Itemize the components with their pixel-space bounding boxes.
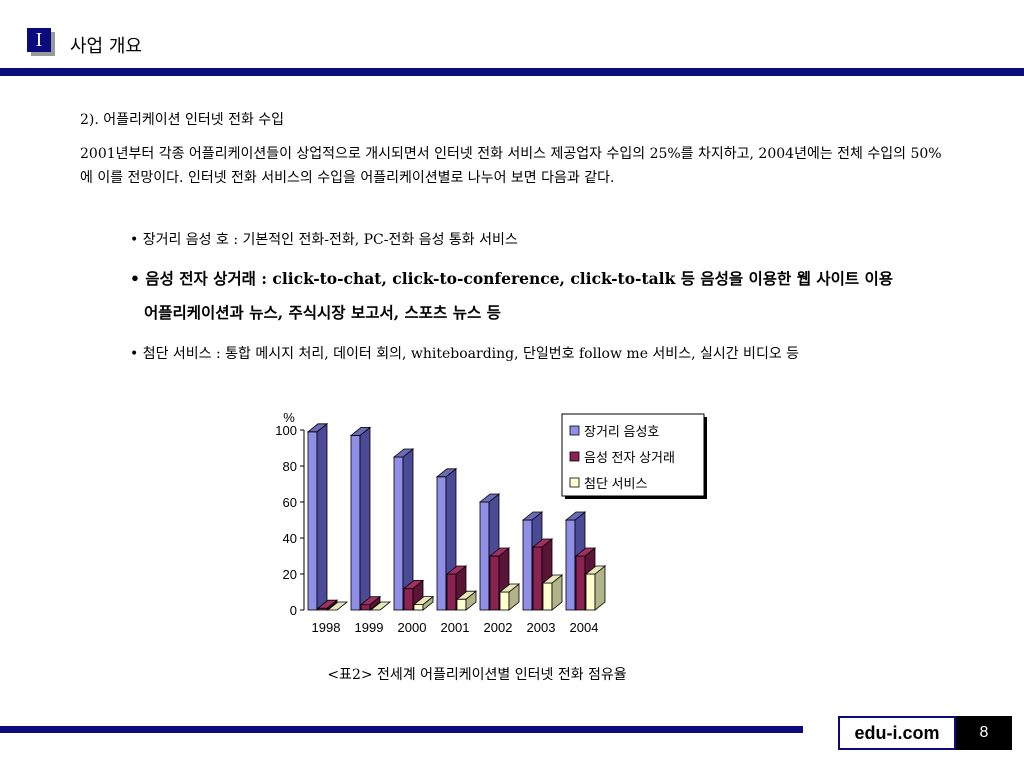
market-share-chart: 0 20 40 60 80 100% 1998 1999 2000 2001 2002 2003 200… bbox=[275, 410, 707, 635]
bar-top-2 bbox=[498, 583, 521, 593]
bullet-long-distance: • 장거리 음성 호 : 기본적인 전화-전화, PC-전화 음성 통화 서비스 bbox=[130, 232, 518, 248]
bar-top-1 bbox=[488, 547, 511, 557]
bar-top-1 bbox=[316, 599, 339, 609]
y-tick-label: 20 bbox=[283, 567, 297, 582]
x-tick-label: 1999 bbox=[355, 620, 384, 635]
bullet-voice-commerce: • 음성 전자 상거래 : click-to-chat, click-to-co… bbox=[130, 262, 950, 330]
x-tick-label: 2001 bbox=[441, 620, 470, 635]
bar-2 bbox=[542, 582, 553, 611]
bar-0 bbox=[565, 519, 576, 611]
bar-top-1 bbox=[574, 547, 597, 557]
bullet-voice-commerce-line2: 어플리케이션과 뉴스, 주식시장 보고서, 스포츠 뉴스 등 bbox=[144, 303, 501, 322]
bar-top-2 bbox=[455, 590, 478, 600]
footer-brand: edu-i.com bbox=[838, 716, 956, 750]
bar-2 bbox=[456, 598, 467, 611]
bar-top-0 bbox=[349, 426, 372, 436]
bar-0 bbox=[307, 431, 318, 611]
page-title: 사업 개요 bbox=[70, 36, 142, 57]
legend-swatch bbox=[569, 477, 580, 488]
bar-2 bbox=[499, 591, 510, 611]
x-tick-label: 2003 bbox=[527, 620, 556, 635]
bar-top-0 bbox=[564, 511, 587, 521]
section-number: I bbox=[27, 28, 51, 52]
chart-caption: <표2> 전세계 어플리케이션별 인터넷 전화 점유율 bbox=[0, 664, 1024, 684]
legend-label: 음성 전자 상거래 bbox=[584, 450, 675, 465]
y-tick-label: 40 bbox=[283, 531, 297, 546]
bar-top-2 bbox=[326, 601, 349, 611]
legend-swatch bbox=[569, 451, 580, 462]
section-badge: I bbox=[27, 28, 55, 56]
bar-top-2 bbox=[412, 596, 435, 606]
bar-0 bbox=[522, 519, 533, 611]
x-tick-label: 2004 bbox=[570, 620, 599, 635]
bar-top-0 bbox=[435, 468, 458, 478]
section-heading: 2). 어플리케이션 인터넷 전화 수입 bbox=[80, 112, 285, 128]
y-tick-label: 60 bbox=[283, 495, 297, 510]
bar-side-0 bbox=[359, 426, 371, 611]
legend bbox=[561, 413, 705, 497]
bar-0 bbox=[393, 456, 404, 611]
bar-top-0 bbox=[392, 448, 415, 458]
bar-top-2 bbox=[369, 601, 392, 611]
bar-top-0 bbox=[478, 493, 501, 503]
bar-0 bbox=[350, 435, 361, 611]
bar-top-2 bbox=[584, 565, 607, 575]
x-tick-label: 2000 bbox=[398, 620, 427, 635]
y-tick-label: 0 bbox=[290, 603, 297, 618]
bar-top-1 bbox=[402, 579, 425, 589]
y-axis-label: % bbox=[283, 410, 295, 425]
bar-top-1 bbox=[359, 596, 382, 606]
legend-swatch bbox=[569, 425, 580, 436]
bar-top-0 bbox=[306, 423, 329, 433]
bar-top-1 bbox=[531, 538, 554, 548]
bullet-voice-commerce-line1: • 음성 전자 상거래 : click-to-chat, click-to-co… bbox=[130, 269, 894, 288]
bar-1 bbox=[403, 587, 414, 611]
bar-1 bbox=[446, 573, 457, 611]
bar-side-0 bbox=[316, 422, 328, 611]
y-tick-label: 80 bbox=[283, 459, 297, 474]
bar-1 bbox=[575, 555, 586, 611]
bar-top-2 bbox=[541, 574, 564, 584]
bar-top-1 bbox=[445, 565, 468, 575]
chart-caption-text: <표2> 전세계 어플리케이션별 인터넷 전화 점유율 bbox=[327, 667, 627, 683]
section-body: 2001년부터 각종 어플리케이션들이 상업적으로 개시되면서 인터넷 전화 서… bbox=[80, 146, 942, 186]
bar-1 bbox=[532, 546, 543, 611]
top-divider bbox=[0, 68, 1024, 76]
bar-0 bbox=[436, 476, 447, 611]
bar-top-0 bbox=[521, 511, 544, 521]
y-tick-label: 100 bbox=[275, 423, 297, 438]
x-tick-label: 2002 bbox=[484, 620, 513, 635]
bottom-divider bbox=[0, 726, 803, 733]
x-tick-label: 1998 bbox=[312, 620, 341, 635]
legend-label: 장거리 음성호 bbox=[584, 424, 659, 439]
bullet-advanced-services: • 첨단 서비스 : 통합 메시지 처리, 데이터 회의, whiteboard… bbox=[130, 346, 800, 362]
bar-2 bbox=[413, 604, 424, 611]
bar-0 bbox=[479, 501, 490, 611]
bar-1 bbox=[360, 604, 371, 611]
page-number: 8 bbox=[956, 716, 1012, 750]
bar-2 bbox=[585, 573, 596, 611]
bar-1 bbox=[489, 555, 500, 611]
legend-label: 첨단 서비스 bbox=[584, 476, 647, 491]
